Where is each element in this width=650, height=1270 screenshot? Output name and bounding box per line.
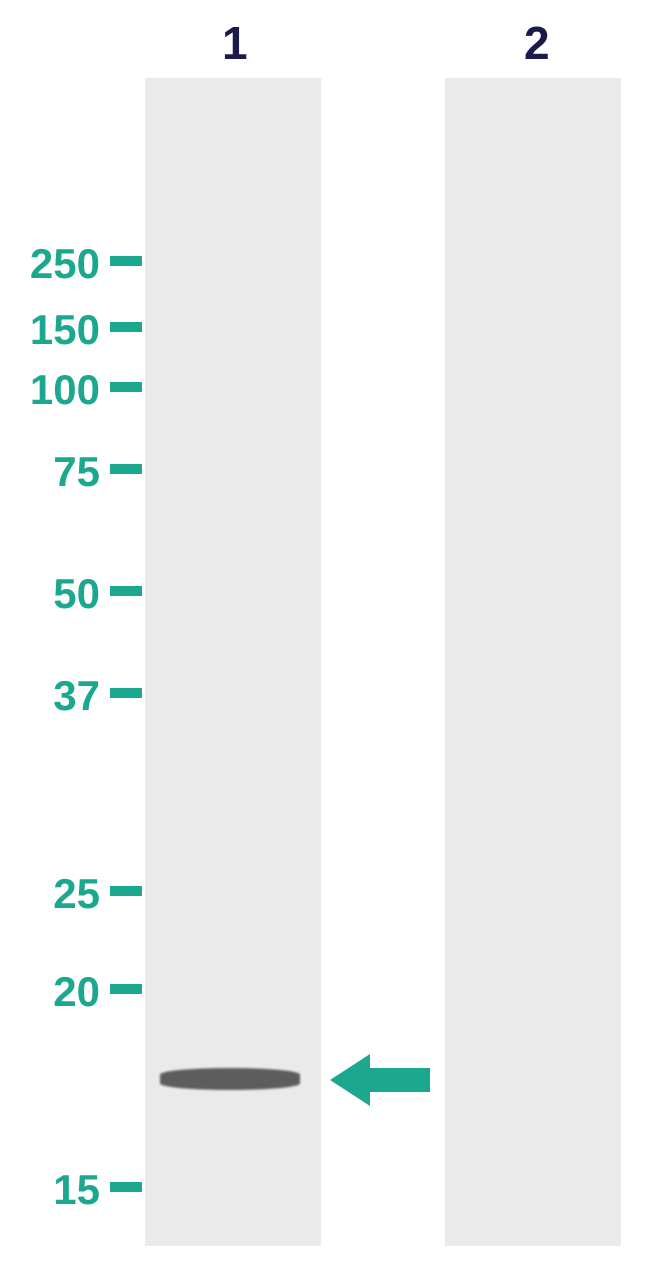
band-arrow-icon xyxy=(330,1052,430,1108)
marker-label: 25 xyxy=(53,870,100,918)
marker-label: 150 xyxy=(30,306,100,354)
marker-tick xyxy=(110,1182,142,1192)
marker-tick xyxy=(110,322,142,332)
marker-tick xyxy=(110,688,142,698)
marker-label: 100 xyxy=(30,366,100,414)
marker-label: 37 xyxy=(53,672,100,720)
marker-label: 20 xyxy=(53,968,100,1016)
marker-tick xyxy=(110,586,142,596)
gel-lane-2 xyxy=(445,78,621,1246)
lane-label-2: 2 xyxy=(524,16,550,70)
marker-label: 75 xyxy=(53,448,100,496)
marker-label: 250 xyxy=(30,240,100,288)
marker-tick xyxy=(110,464,142,474)
marker-tick xyxy=(110,984,142,994)
marker-tick xyxy=(110,886,142,896)
marker-label: 50 xyxy=(53,570,100,618)
lane-label-1: 1 xyxy=(222,16,248,70)
marker-label: 15 xyxy=(53,1166,100,1214)
marker-tick xyxy=(110,256,142,266)
protein-band xyxy=(160,1068,300,1090)
marker-tick xyxy=(110,382,142,392)
